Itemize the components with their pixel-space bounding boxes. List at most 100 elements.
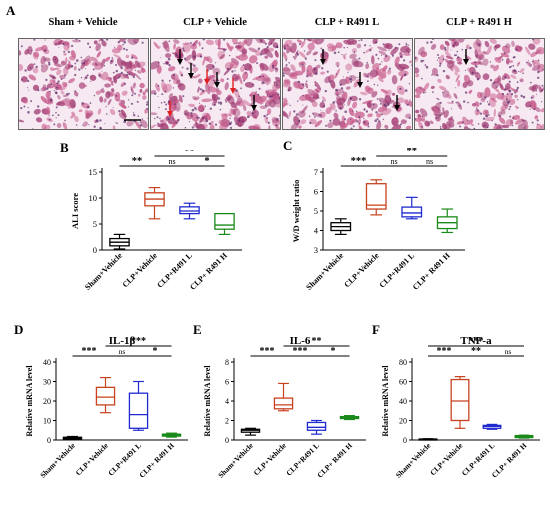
tissue-blob — [219, 54, 225, 60]
tissue-blob — [63, 41, 70, 51]
tissue-blob — [32, 67, 39, 74]
nucleus-dot — [303, 50, 306, 52]
panel-letter-b: B — [60, 140, 69, 155]
tissue-blob — [101, 40, 107, 47]
nucleus-dot — [363, 108, 366, 111]
tissue-blob — [442, 107, 445, 115]
tissue-blob — [349, 53, 357, 59]
nucleus-dot — [157, 122, 159, 125]
tissue-blob — [162, 83, 172, 93]
tissue-blob — [283, 111, 286, 117]
tissue-blob — [454, 70, 459, 76]
nucleus-dot — [268, 95, 271, 98]
tissue-blob — [418, 88, 426, 94]
nucleus-dot — [115, 64, 117, 66]
tissue-blob — [124, 68, 128, 72]
tissue-blob — [384, 124, 389, 129]
tissue-blob — [457, 80, 461, 87]
box-3 — [179, 202, 200, 220]
tissue-blob — [308, 99, 313, 103]
tissue-blob — [192, 40, 198, 47]
tissue-blob — [297, 110, 306, 118]
nucleus-dot — [219, 102, 223, 105]
nucleus-dot — [271, 95, 273, 97]
nucleus-dot — [439, 126, 442, 128]
box-3 — [128, 380, 149, 431]
nucleus-dot — [243, 79, 245, 82]
significance-bracket: ns — [492, 347, 524, 357]
tissue-blob — [511, 40, 515, 47]
tissue-blob — [160, 119, 164, 123]
nucleus-dot — [328, 80, 331, 83]
nucleus-dot — [299, 43, 301, 46]
y-tick-label: 4 — [225, 397, 229, 406]
y-tick-label: 15 — [89, 167, 98, 177]
box-body — [306, 421, 327, 431]
nucleus-dot — [137, 115, 140, 117]
tissue-blob — [64, 57, 68, 65]
nucleus-dot — [480, 112, 483, 115]
tissue-blob — [74, 115, 79, 123]
nucleus-dot — [339, 107, 342, 110]
tissue-blob — [467, 80, 474, 87]
y-tick-label: 0 — [47, 436, 51, 445]
nucleus-dot — [529, 81, 532, 84]
nucleus-dot — [153, 92, 157, 95]
tissue-blob — [354, 111, 365, 119]
tissue-blob — [96, 51, 102, 58]
tissue-blob — [122, 73, 130, 79]
tissue-blob — [56, 102, 62, 106]
nucleus-dot — [86, 74, 89, 77]
nucleus-dot — [324, 89, 327, 93]
tissue-blob — [266, 79, 272, 86]
nucleus-dot — [439, 64, 441, 67]
significance-label: *** — [469, 336, 484, 347]
nucleus-dot — [309, 121, 312, 125]
nucleus-dot — [373, 83, 376, 86]
tissue-blob — [376, 121, 382, 129]
nucleus-dot — [103, 65, 106, 67]
nucleus-dot — [536, 123, 539, 126]
nucleus-dot — [439, 101, 442, 105]
nucleus-dot — [218, 97, 221, 100]
tissue-blob — [309, 96, 316, 103]
tissue-blob — [252, 110, 259, 119]
significance-bracket: ** — [154, 150, 225, 157]
nucleus-dot — [93, 94, 96, 97]
tissue-blob — [532, 39, 541, 45]
tissue-blob — [430, 44, 437, 50]
nucleus-dot — [160, 102, 163, 104]
nucleus-dot — [276, 118, 279, 121]
nucleus-dot — [226, 67, 229, 70]
nucleus-dot — [198, 117, 201, 119]
tissue-blob — [369, 74, 374, 80]
nucleus-dot — [62, 43, 65, 46]
tissue-blob — [99, 96, 104, 103]
nucleus-dot — [297, 100, 299, 102]
tissue-blob — [445, 121, 451, 129]
tissue-blob — [415, 67, 420, 74]
nucleus-dot — [264, 104, 267, 107]
box-1 — [330, 218, 352, 236]
nucleus-dot — [188, 121, 190, 123]
box-4 — [514, 434, 534, 439]
nucleus-dot — [456, 50, 459, 53]
nucleus-dot — [125, 48, 128, 51]
nucleus-dot — [231, 70, 234, 73]
nucleus-dot — [23, 105, 26, 108]
nucleus-dot — [527, 60, 529, 62]
significance-label: ** — [471, 346, 481, 357]
nucleus-dot — [145, 103, 148, 106]
tissue-blob — [173, 39, 180, 44]
tissue-blob — [378, 50, 387, 56]
nucleus-dot — [229, 126, 233, 129]
x-tick-label: Sham+Vehicle — [83, 251, 124, 292]
nucleus-dot — [85, 68, 87, 70]
nucleus-dot — [213, 103, 216, 106]
tissue-blob — [93, 40, 98, 45]
tissue-blob — [444, 51, 452, 59]
arrow-marker — [214, 72, 220, 88]
nucleus-dot — [312, 96, 315, 99]
nucleus-dot — [49, 90, 51, 93]
box-4 — [339, 415, 360, 421]
